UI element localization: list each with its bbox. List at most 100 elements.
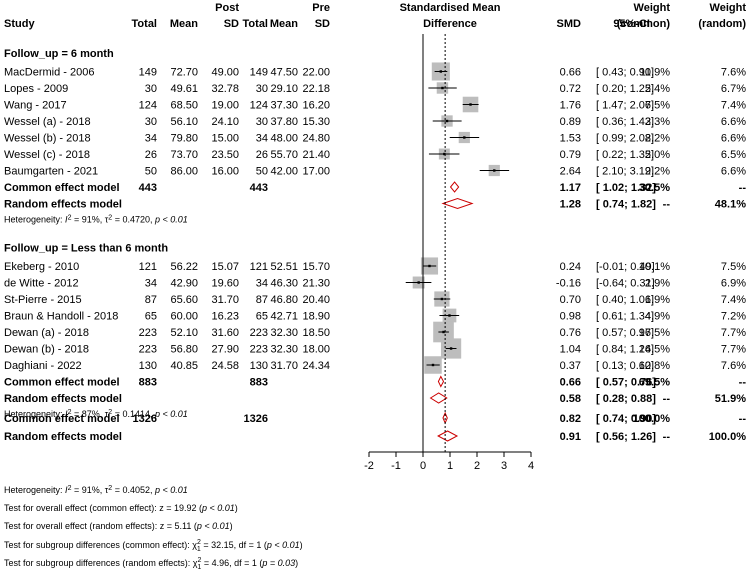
x-tick-label-1: -1 bbox=[391, 460, 401, 472]
study-row-1-1-smd: -0.16 bbox=[556, 278, 581, 290]
study-row-0-4-weight-common: 2.2% bbox=[645, 133, 670, 145]
study-row-1-1-total-pre: 34 bbox=[256, 278, 268, 290]
study-row-0-0-ci: [ 0.43; 0.90] bbox=[596, 67, 654, 79]
study-row-1-6-ci: [ 0.13; 0.62] bbox=[596, 360, 654, 372]
study-row-0-0-weight-random: 7.6% bbox=[721, 67, 746, 79]
study-row-1-2-mean-pre: 46.80 bbox=[270, 294, 298, 306]
header-post: Post bbox=[215, 2, 239, 14]
study-row-1-2-smd: 0.70 bbox=[560, 294, 581, 306]
study-row-1-4-total-pre: 223 bbox=[250, 327, 268, 339]
study-row-1-1-weight-common: 2.9% bbox=[645, 278, 670, 290]
study-row-0-6-mean-pre: 42.00 bbox=[270, 166, 298, 178]
study-row-1-4-point bbox=[442, 330, 445, 334]
study-row-0-4-sd-pre: 24.80 bbox=[302, 133, 330, 145]
header-mean-post: Mean bbox=[170, 18, 198, 30]
study-row-0-3-weight-random: 6.6% bbox=[721, 116, 746, 128]
study-row-1-5-mean-pre: 32.30 bbox=[270, 344, 298, 356]
x-tick-label-5: 3 bbox=[501, 460, 507, 472]
study-row-0-4-ci: [ 0.99; 2.08] bbox=[596, 133, 654, 145]
study-row-1-2-weight-random: 7.4% bbox=[721, 294, 746, 306]
study-row-1-3-mean-pre: 42.71 bbox=[270, 311, 298, 323]
subgroup-0-common-weight-common: 30.5% bbox=[639, 182, 670, 194]
study-row-0-2-weight-common: 7.5% bbox=[645, 100, 670, 112]
subgroup-0-random-weight-common: -- bbox=[663, 199, 671, 211]
study-row-0-0-sd-pre: 22.00 bbox=[302, 67, 330, 79]
subgroup-0-random-ci: [ 0.74; 1.82] bbox=[596, 199, 656, 211]
overall-common-weight-common: 100.0% bbox=[633, 413, 671, 425]
header-weight-random-sub: (random) bbox=[698, 18, 746, 30]
header-total-pre: Total bbox=[243, 18, 268, 30]
study-row-0-3-sd-post: 24.10 bbox=[211, 116, 239, 128]
subgroup-0-common-total-pre: 443 bbox=[250, 182, 268, 194]
study-row-0-0-total-post: 149 bbox=[139, 67, 157, 79]
study-row-1-0-sd-post: 15.07 bbox=[211, 261, 239, 273]
study-row-0-0-point bbox=[439, 70, 443, 73]
footer-test-1: Test for overall effect (random effects)… bbox=[4, 521, 233, 531]
study-row-0-1-name: Lopes - 2009 bbox=[4, 83, 68, 95]
study-row-1-3-smd: 0.98 bbox=[560, 311, 581, 323]
study-row-0-2-mean-post: 68.50 bbox=[170, 100, 198, 112]
study-row-0-4-point bbox=[463, 136, 466, 139]
overall-common-weight-random: -- bbox=[739, 413, 747, 425]
study-row-0-1-weight-common: 2.4% bbox=[645, 83, 670, 95]
study-row-1-4-weight-random: 7.7% bbox=[721, 327, 746, 339]
study-row-1-4-name: Dewan (a) - 2018 bbox=[4, 327, 89, 339]
study-row-0-0-mean-pre: 47.50 bbox=[270, 67, 298, 79]
subgroup-1-common-total-post: 883 bbox=[139, 377, 157, 389]
footer-test-2: Test for subgroup differences (common ef… bbox=[4, 539, 303, 553]
study-row-0-6-weight-common: 2.2% bbox=[645, 166, 670, 178]
header-weight-random: Weight bbox=[710, 2, 747, 14]
subgroup-1-random-label: Random effects model bbox=[4, 393, 122, 405]
study-row-1-4-mean-pre: 32.30 bbox=[270, 327, 298, 339]
study-row-1-6-sd-pre: 24.34 bbox=[302, 360, 330, 372]
study-row-0-2-ci: [ 1.47; 2.06] bbox=[596, 100, 654, 112]
study-row-0-6-total-pre: 50 bbox=[256, 166, 268, 178]
header-total-post: Total bbox=[132, 18, 157, 30]
overall-random-weight-common: -- bbox=[663, 431, 671, 443]
subgroup-0-random-diamond bbox=[441, 197, 474, 210]
subgroup-0-common-weight-random: -- bbox=[739, 182, 747, 194]
study-row-0-3-total-post: 30 bbox=[145, 116, 157, 128]
x-tick-label-0: -2 bbox=[364, 460, 374, 472]
study-row-1-5-total-pre: 223 bbox=[250, 344, 268, 356]
study-row-0-5-weight-random: 6.5% bbox=[721, 149, 746, 161]
study-row-0-2-point bbox=[469, 103, 472, 106]
study-row-1-3-total-post: 65 bbox=[145, 311, 157, 323]
study-row-1-2-mean-post: 65.60 bbox=[170, 294, 198, 306]
study-row-0-1-point bbox=[441, 86, 444, 90]
study-row-0-3-smd: 0.89 bbox=[560, 116, 581, 128]
overall-common-ci: [ 0.74; 0.90] bbox=[596, 413, 656, 425]
study-row-0-3-sd-pre: 15.30 bbox=[302, 116, 330, 128]
subgroup-1-common-weight-random: -- bbox=[739, 377, 747, 389]
study-row-1-3-sd-post: 16.23 bbox=[211, 311, 239, 323]
header-ci: 95%-CI bbox=[613, 18, 650, 30]
study-row-0-1-weight-random: 6.7% bbox=[721, 83, 746, 95]
study-row-0-0-weight-common: 11.9% bbox=[640, 67, 671, 79]
subgroup-1-random-ci: [ 0.28; 0.88] bbox=[596, 393, 656, 405]
study-row-1-0-weight-common: 10.1% bbox=[639, 261, 670, 273]
header-smd-title: Standardised Mean bbox=[400, 2, 501, 14]
study-row-0-0-total-pre: 149 bbox=[250, 67, 268, 79]
study-row-1-1-weight-random: 6.9% bbox=[721, 278, 746, 290]
subgroup-1-random-diamond bbox=[429, 392, 448, 404]
study-row-0-6-sd-pre: 17.00 bbox=[302, 166, 330, 178]
study-row-0-6-weight-random: 6.6% bbox=[721, 166, 746, 178]
study-row-0-6-sd-post: 16.00 bbox=[211, 166, 239, 178]
study-row-1-3-weight-random: 7.2% bbox=[721, 311, 746, 323]
study-row-0-5-total-pre: 26 bbox=[256, 149, 268, 161]
study-row-1-0-point bbox=[428, 264, 431, 268]
study-row-1-3-sd-pre: 18.90 bbox=[302, 311, 330, 323]
study-row-0-3-total-pre: 30 bbox=[256, 116, 268, 128]
study-row-1-6-sd-post: 24.58 bbox=[211, 360, 239, 372]
overall-common-smd: 0.82 bbox=[560, 413, 581, 425]
study-row-0-6-total-post: 50 bbox=[145, 166, 157, 178]
study-row-0-1-mean-post: 49.61 bbox=[170, 83, 198, 95]
study-row-0-4-mean-pre: 48.00 bbox=[270, 133, 298, 145]
subgroup-1-common-total-pre: 883 bbox=[250, 377, 268, 389]
footer-test-3: Test for subgroup differences (random ef… bbox=[4, 557, 298, 570]
subgroup-0-random-smd: 1.28 bbox=[560, 199, 581, 211]
study-row-1-2-name: St-Pierre - 2015 bbox=[4, 294, 82, 306]
study-row-1-4-sd-post: 31.60 bbox=[211, 327, 239, 339]
overall-common-label: Common effect model bbox=[4, 413, 120, 425]
